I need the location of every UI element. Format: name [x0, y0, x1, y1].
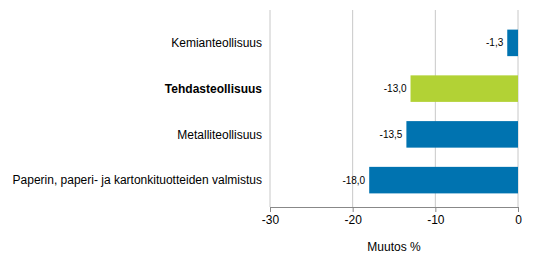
data-label: -13,0: [384, 83, 407, 94]
tick-mark: [435, 207, 436, 212]
tick-label: -30: [262, 213, 280, 227]
tick-mark: [270, 207, 271, 212]
chart: -1,3 -13,0 -13,5 -18,0 Kemianteollisuus Tehda…: [0, 0, 533, 265]
x-axis: -30 -20 -10 0: [262, 207, 522, 227]
bar: [507, 30, 518, 57]
tick: -10: [427, 207, 445, 227]
axis-line: [271, 207, 519, 208]
data-labels: -1,3 -13,0 -13,5 -18,0: [342, 37, 503, 185]
category-label: Metalliteollisuus: [177, 128, 262, 142]
tick-mark: [518, 207, 519, 212]
category-label: Tehdasteollisuus: [165, 82, 262, 96]
data-label: -13,5: [380, 129, 403, 140]
tick-mark: [353, 207, 354, 212]
grid-line: [270, 10, 271, 207]
bar: [369, 167, 518, 194]
tick-label: -10: [427, 213, 445, 227]
grid: [270, 10, 518, 207]
category-label: Kemianteollisuus: [171, 36, 262, 50]
tick-label: 0: [515, 213, 522, 227]
x-axis-title: Muutos %: [367, 240, 421, 254]
tick: -30: [262, 207, 280, 227]
tick-label: -20: [344, 213, 362, 227]
bar: [406, 121, 518, 148]
category-labels: Kemianteollisuus Tehdasteollisuus Metallit…: [13, 36, 263, 187]
bars: [369, 30, 518, 194]
tick: 0: [515, 207, 522, 227]
category-label: Paperin, paperi- ja kartonkituotteiden v…: [13, 173, 262, 187]
tick: -20: [344, 207, 362, 227]
bar: [411, 75, 518, 102]
data-label: -18,0: [342, 175, 365, 186]
data-label: -1,3: [486, 37, 504, 48]
